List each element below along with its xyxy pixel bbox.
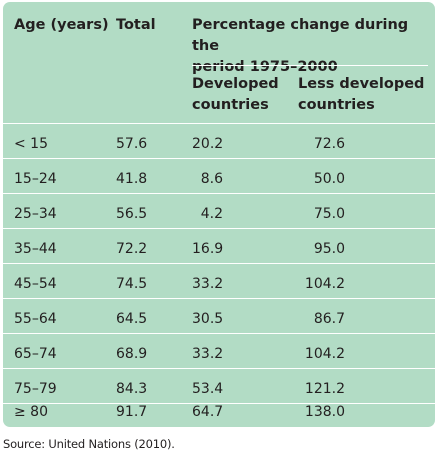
- cell-age: 55–64: [14, 311, 57, 327]
- cell-developed: 33.2: [192, 346, 224, 362]
- cell-age: 75–79: [14, 381, 57, 397]
- table-row: ≥ 80 91.7 64.7 138.0: [3, 392, 435, 426]
- cell-age: 65–74: [14, 346, 57, 362]
- table-row: 65–74 68.9 33.2 104.2: [3, 334, 435, 368]
- cell-age: 35–44: [14, 241, 57, 257]
- cell-age: 15–24: [14, 171, 57, 187]
- header-percentage-change-line1: Percentage change during the: [192, 17, 409, 54]
- row-divider: [3, 403, 435, 404]
- cell-developed: 64.7: [192, 404, 224, 420]
- cell-less-developed: 72.6: [313, 136, 345, 152]
- cell-less-developed: 50.0: [313, 171, 345, 187]
- cell-less-developed: 138.0: [304, 404, 345, 420]
- cell-developed: 30.5: [192, 311, 224, 327]
- table-row: < 15 57.6 20.2 72.6: [3, 124, 435, 158]
- cell-less-developed: 104.2: [304, 276, 345, 292]
- table-row: 75–79 84.3 53.4 121.2: [3, 369, 435, 403]
- cell-age: 25–34: [14, 206, 57, 222]
- header-divider-partial: [192, 65, 428, 66]
- row-divider: [3, 263, 435, 264]
- cell-age: 45–54: [14, 276, 57, 292]
- cell-total: 84.3: [116, 381, 148, 397]
- row-divider: [3, 193, 435, 194]
- table-panel: Age (years) Total Percentage change duri…: [3, 2, 435, 427]
- cell-total: 72.2: [116, 241, 148, 257]
- table-row: 25–34 56.5 4.2 75.0: [3, 194, 435, 228]
- cell-developed: 20.2: [192, 136, 224, 152]
- cell-total: 91.7: [116, 404, 148, 420]
- cell-age: ≥ 80: [14, 404, 48, 420]
- cell-total: 74.5: [116, 276, 148, 292]
- cell-developed: 33.2: [192, 276, 224, 292]
- cell-developed: 8.6: [200, 171, 223, 187]
- cell-developed: 53.4: [192, 381, 224, 397]
- row-divider: [3, 228, 435, 229]
- row-divider: [3, 368, 435, 369]
- cell-less-developed: 86.7: [313, 311, 345, 327]
- source-note: Source: United Nations (2010).: [3, 437, 175, 451]
- cell-total: 57.6: [116, 136, 148, 152]
- header-less-developed-line2: countries: [298, 97, 375, 113]
- header-total: Total: [116, 17, 156, 33]
- cell-less-developed: 75.0: [313, 206, 345, 222]
- row-divider: [3, 333, 435, 334]
- cell-total: 56.5: [116, 206, 148, 222]
- header-divider: [3, 123, 435, 124]
- header-less-developed: Less developed countries: [298, 74, 424, 116]
- table-row: 15–24 41.8 8.6 50.0: [3, 159, 435, 193]
- cell-less-developed: 104.2: [304, 346, 345, 362]
- cell-less-developed: 121.2: [304, 381, 345, 397]
- header-age: Age (years): [14, 17, 109, 33]
- cell-total: 68.9: [116, 346, 148, 362]
- header-percentage-change-line2: period 1975–2000: [192, 59, 338, 75]
- cell-developed: 16.9: [192, 241, 224, 257]
- header-developed-line1: Developed: [192, 76, 279, 92]
- table-row: 35–44 72.2 16.9 95.0: [3, 229, 435, 263]
- row-divider: [3, 158, 435, 159]
- header-developed-line2: countries: [192, 97, 269, 113]
- row-divider: [3, 298, 435, 299]
- table-row: 55–64 64.5 30.5 86.7: [3, 299, 435, 333]
- header-less-developed-line1: Less developed: [298, 76, 425, 92]
- cell-total: 64.5: [116, 311, 148, 327]
- cell-less-developed: 95.0: [313, 241, 345, 257]
- cell-total: 41.8: [116, 171, 148, 187]
- header-percentage-change: Percentage change during the period 1975…: [192, 15, 435, 78]
- header-developed: Developed countries: [192, 74, 279, 116]
- table-row: 45–54 74.5 33.2 104.2: [3, 264, 435, 298]
- cell-developed: 4.2: [200, 206, 223, 222]
- cell-age: < 15: [14, 136, 48, 152]
